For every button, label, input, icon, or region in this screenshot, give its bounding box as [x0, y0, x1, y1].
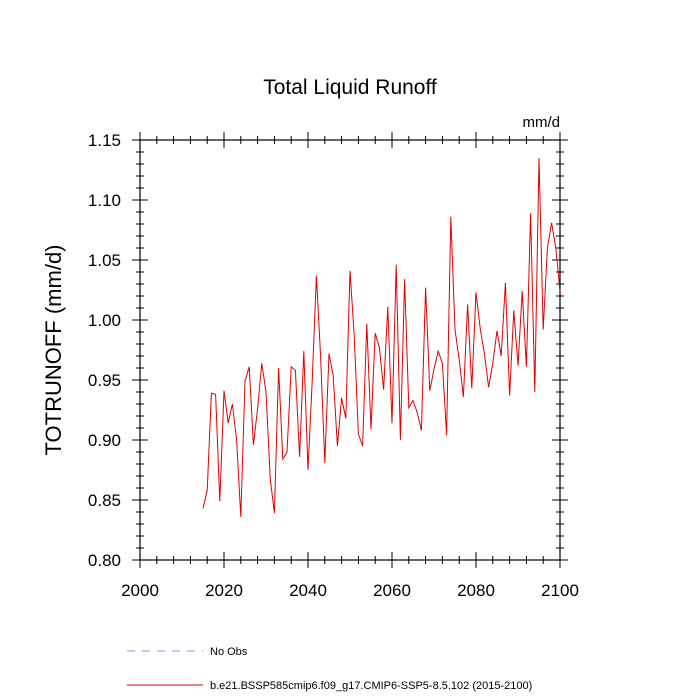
x-tick-label: 2080 [457, 581, 495, 600]
x-tick-label: 2060 [373, 581, 411, 600]
y-tick-label: 0.80 [88, 551, 121, 570]
y-axis-label: TOTRUNOFF (mm/d) [41, 244, 66, 455]
series-layer [202, 157, 561, 517]
y-tick-label: 0.95 [88, 371, 121, 390]
x-tick-label: 2020 [205, 581, 243, 600]
chart-title: Total Liquid Runoff [263, 76, 437, 99]
units-label: mm/d [523, 114, 561, 131]
plot-frame [139, 139, 561, 561]
legend-label-model-run: b.e21.BSSP585cmip6.f09_g17.CMIP6-SSP5-8.… [210, 680, 532, 692]
y-tick-label: 1.15 [88, 131, 121, 150]
y-tick-label: 1.05 [88, 251, 121, 270]
legend: No Obs b.e21.BSSP585cmip6.f09_g17.CMIP6-… [127, 646, 532, 692]
y-tick-label: 1.00 [88, 311, 121, 330]
major-ticks [132, 132, 568, 568]
x-tick-labels: 2000 2020 2040 2060 2080 2100 [121, 581, 579, 600]
x-tick-label: 2000 [121, 581, 159, 600]
series-line-totrunoff [202, 157, 561, 517]
legend-label-no-obs: No Obs [210, 646, 248, 658]
x-tick-label: 2100 [541, 581, 579, 600]
y-tick-label: 0.90 [88, 431, 121, 450]
y-tick-label: 1.10 [88, 191, 121, 210]
y-tick-labels: 0.80 0.85 0.90 0.95 1.00 1.05 1.10 1.15 [88, 131, 121, 570]
x-tick-label: 2040 [289, 581, 327, 600]
y-tick-label: 0.85 [88, 491, 121, 510]
